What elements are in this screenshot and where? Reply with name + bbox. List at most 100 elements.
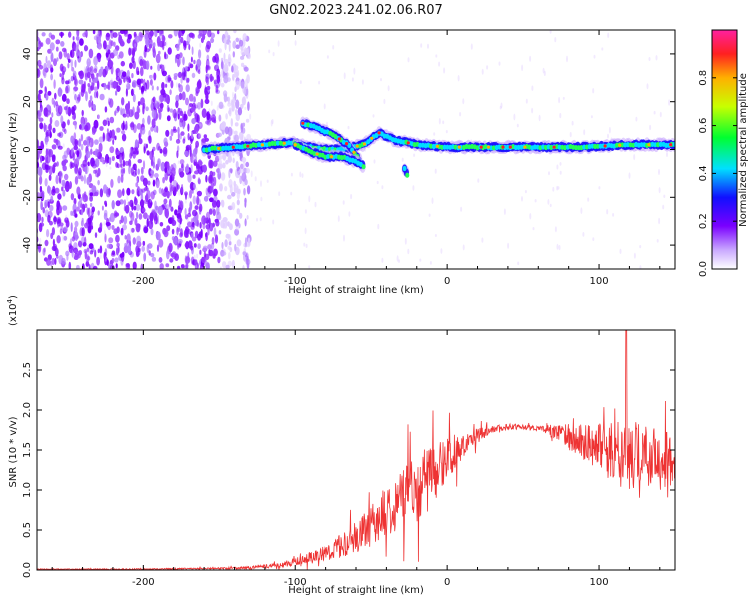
spectrogram-noise-speck xyxy=(74,220,79,227)
spectrogram-faint-speck xyxy=(566,55,568,63)
spectrogram-noise-speck xyxy=(52,127,56,134)
spectrogram-noise-speck xyxy=(209,159,214,169)
spectrogram-noise-speck xyxy=(108,237,114,244)
spectrogram-noise-speck xyxy=(59,205,62,214)
spectrogram-noise-speck xyxy=(65,219,70,228)
spectrogram-faint-speck xyxy=(407,57,410,63)
spectrogram-ridge-hotspot xyxy=(406,141,410,145)
spectrogram-noise-speck xyxy=(136,235,142,244)
spectrogram-noise-speck xyxy=(205,92,209,101)
spectrogram-faint-speck xyxy=(592,237,595,242)
spectrogram-noise-speck xyxy=(230,118,233,127)
spectrogram-faint-speck xyxy=(517,261,520,266)
spectrogram-noise-speck xyxy=(52,238,56,247)
spectrogram-noise-speck xyxy=(61,93,67,102)
spectrogram-noise-speck xyxy=(44,137,49,143)
spectrogram-noise-speck xyxy=(234,243,237,252)
spectrogram-noise-speck xyxy=(90,225,94,230)
spectrogram-noise-speck xyxy=(170,206,174,212)
spectrogram-noise-speck xyxy=(74,121,77,130)
spectrogram-noise-speck xyxy=(60,41,65,47)
spectrogram-noise-speck xyxy=(93,169,98,174)
spectrogram-faint-speck xyxy=(521,64,524,72)
spectrogram-faint-speck xyxy=(304,227,307,235)
spectrogram-noise-speck xyxy=(55,100,58,107)
spectrogram-y-tick-label: -40 xyxy=(22,237,33,253)
spectrogram-noise-speck xyxy=(114,257,119,263)
spectrogram-noise-speck xyxy=(191,131,194,140)
spectrogram-noise-speck xyxy=(58,51,63,60)
spectrogram-noise-speck xyxy=(61,257,66,265)
spectrogram-noise-speck xyxy=(87,67,92,73)
spectrogram-faint-speck xyxy=(109,166,112,170)
spectrogram-faint-speck xyxy=(198,133,200,140)
spectrogram-noise-speck xyxy=(134,196,137,202)
spectrogram-ridge-hotspot xyxy=(457,145,461,149)
spectrogram-noise-speck xyxy=(109,212,115,223)
spectrogram-noise-speck xyxy=(154,215,158,225)
spectrogram-noise-speck xyxy=(129,62,133,69)
spectrogram-noise-speck xyxy=(73,255,79,260)
spectrogram-noise-speck xyxy=(103,212,108,221)
spectrogram-faint-speck xyxy=(192,157,195,164)
spectrogram-noise-speck xyxy=(194,205,199,211)
spectrogram-noise-speck xyxy=(158,257,163,263)
spectrogram-noise-speck xyxy=(81,217,84,223)
snr-y-label: SNR (10 * v/v) xyxy=(8,416,19,487)
spectrogram-noise-speck xyxy=(169,174,173,184)
spectrogram-noise-speck xyxy=(87,71,91,79)
spectrogram-noise-speck xyxy=(80,208,84,216)
spectrogram-noise-speck xyxy=(91,210,94,215)
spectrogram-noise-speck xyxy=(243,87,247,95)
spectrogram-noise-speck xyxy=(222,90,228,97)
spectrogram-noise-speck xyxy=(37,161,40,169)
spectrogram-noise-speck xyxy=(66,53,70,61)
spectrogram-faint-speck xyxy=(207,72,210,78)
spectrogram-noise-speck xyxy=(52,185,56,193)
spectrogram-noise-speck xyxy=(170,252,176,258)
spectrogram-noise-speck xyxy=(94,148,98,157)
spectrogram-noise-speck xyxy=(47,201,50,209)
spectrogram-faint-speck xyxy=(175,82,178,88)
spectrogram-noise-speck xyxy=(232,157,235,164)
spectrogram-noise-speck xyxy=(197,177,201,185)
spectrogram-noise-speck xyxy=(165,83,168,88)
spectrogram-noise-speck xyxy=(78,79,84,85)
spectrogram-noise-speck xyxy=(48,148,53,158)
spectrogram-noise-speck xyxy=(37,59,42,67)
spectrogram-noise-speck xyxy=(186,77,190,83)
spectrogram-noise-speck xyxy=(192,216,197,223)
spectrogram-noise-speck xyxy=(46,60,52,69)
spectrogram-noise-speck xyxy=(152,179,156,187)
spectrogram-faint-speck xyxy=(102,158,104,166)
spectrogram-noise-speck xyxy=(152,46,156,53)
spectrogram-noise-speck xyxy=(174,209,178,216)
spectrogram-x-tick-label: 0 xyxy=(444,276,450,287)
spectrogram-y-label: Frequency (Hz) xyxy=(8,112,19,188)
spectrogram-noise-speck xyxy=(190,164,193,173)
spectrogram-noise-speck xyxy=(150,169,155,175)
spectrogram-noise-speck xyxy=(120,107,123,116)
spectrogram-noise-speck xyxy=(143,226,149,234)
colorbar-tick-label: 0.0 xyxy=(698,261,709,277)
spectrogram-noise-speck xyxy=(49,116,53,125)
spectrogram-noise-speck xyxy=(208,249,214,257)
spectrogram-faint-speck xyxy=(377,223,380,230)
spectrogram-noise-speck xyxy=(149,74,153,79)
spectrogram-noise-speck xyxy=(213,227,217,237)
spectrogram-y-ticks: -40 -20 0 20 40 xyxy=(22,48,675,253)
spectrogram-noise-speck xyxy=(222,222,226,229)
spectrogram-noise-speck xyxy=(167,47,172,55)
spectrogram-noise-speck xyxy=(68,261,72,269)
spectrogram-noise-speck xyxy=(50,34,56,40)
spectrogram-faint-speck xyxy=(195,102,198,108)
spectrogram-noise-speck xyxy=(138,213,143,220)
spectrogram-noise-speck xyxy=(94,232,98,239)
spectrogram-noise-speck xyxy=(73,145,78,151)
spectrogram-noise-speck xyxy=(67,58,71,63)
spectrogram-noise-speck xyxy=(206,111,211,121)
spectrogram-faint-speck xyxy=(151,168,154,172)
spectrogram-noise-speck xyxy=(48,123,52,132)
spectrogram-faint-speck xyxy=(182,69,185,73)
spectrogram-noise-speck xyxy=(101,205,104,211)
